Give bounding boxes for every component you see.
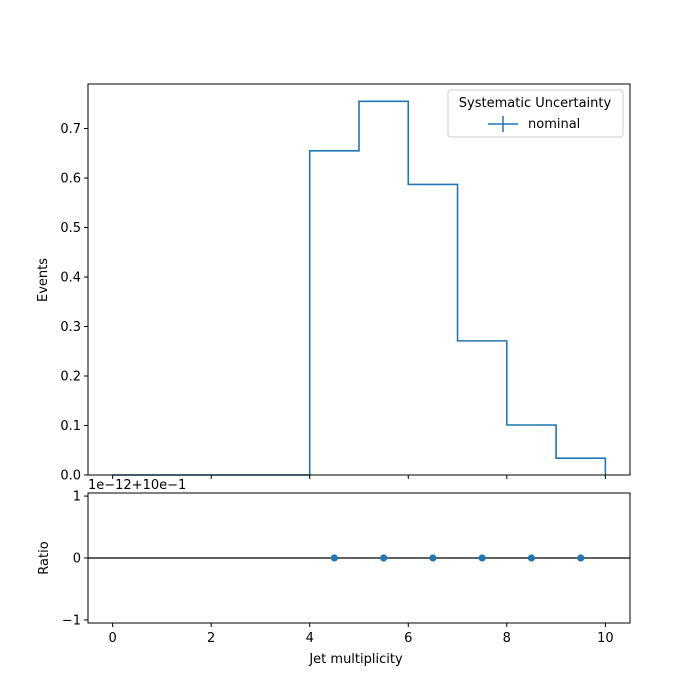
ratio-y-ticks: −1 0 1 bbox=[62, 490, 88, 628]
main-x-ticks bbox=[112, 475, 606, 479]
ratio-point bbox=[380, 554, 388, 562]
main-y-tick-label: 0.2 bbox=[60, 370, 81, 385]
ratio-point bbox=[577, 554, 585, 562]
x-axis-label: Jet multiplicity bbox=[308, 652, 403, 667]
ratio-points bbox=[330, 554, 585, 562]
ratio-x-ticks: 0 2 4 6 8 10 bbox=[108, 623, 614, 646]
ratio-point bbox=[478, 554, 486, 562]
x-tick-label: 0 bbox=[108, 631, 116, 646]
main-y-tick-label: 0.0 bbox=[60, 469, 81, 484]
x-tick-label: 6 bbox=[404, 631, 412, 646]
x-tick-label: 8 bbox=[503, 631, 511, 646]
x-tick-label: 2 bbox=[207, 631, 215, 646]
ratio-y-tick-label: −1 bbox=[62, 613, 81, 628]
ratio-panel: −1 0 1 0 2 4 6 8 10 1e−12+10e−1 Ratio Jet multi… bbox=[37, 478, 631, 667]
ratio-y-tick-label: 0 bbox=[73, 552, 81, 567]
main-y-tick-label: 0.5 bbox=[60, 221, 81, 236]
y-axis-label-events: Events bbox=[36, 258, 51, 302]
main-y-tick-label: 0.1 bbox=[60, 419, 81, 434]
ratio-point bbox=[330, 554, 338, 562]
legend-entry-nominal: nominal bbox=[528, 117, 580, 132]
legend: Systematic Uncertainty nominal bbox=[447, 89, 624, 138]
ratio-point bbox=[527, 554, 536, 562]
ratio-y-tick-label: 1 bbox=[73, 490, 81, 505]
main-y-tick-label: 0.6 bbox=[60, 172, 81, 187]
legend-marker bbox=[488, 116, 518, 132]
x-tick-label: 10 bbox=[597, 631, 614, 646]
x-tick-label: 4 bbox=[306, 631, 314, 646]
main-y-tick-label: 0.4 bbox=[60, 271, 81, 286]
main-y-tick-label: 0.3 bbox=[60, 320, 81, 335]
main-histogram-panel: 0.0 0.1 0.2 0.3 0.4 0.5 0.6 0.7 Events Systemat… bbox=[36, 83, 631, 484]
main-plot-frame bbox=[87, 83, 631, 476]
ratio-offset-text: 1e−12+10e−1 bbox=[88, 478, 186, 493]
legend-title: Systematic Uncertainty bbox=[459, 96, 612, 111]
main-y-tick-label: 0.7 bbox=[60, 122, 81, 137]
y-axis-label-ratio: Ratio bbox=[37, 541, 52, 574]
legend-box bbox=[447, 89, 624, 138]
main-y-ticks: 0.0 0.1 0.2 0.3 0.4 0.5 0.6 0.7 bbox=[60, 122, 88, 484]
ratio-point bbox=[429, 554, 437, 562]
